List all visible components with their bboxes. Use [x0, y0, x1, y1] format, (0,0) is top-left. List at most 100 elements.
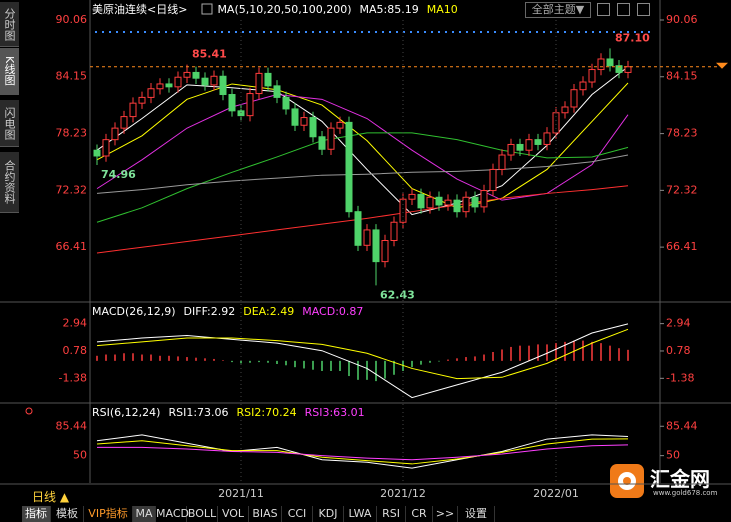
- toolbar-tab[interactable]: 指标: [22, 506, 51, 522]
- theme-button[interactable]: 全部主题▼: [525, 2, 591, 18]
- candle-body: [480, 190, 488, 208]
- candle-body: [201, 77, 209, 86]
- candle-body: [210, 75, 218, 86]
- toolbar-tab[interactable]: 设置: [458, 506, 495, 522]
- candle-body: [507, 143, 515, 156]
- candle-body: [390, 221, 398, 241]
- logo-icon: [610, 464, 644, 498]
- toolbar-tab[interactable]: CCI: [282, 506, 313, 522]
- candle-body: [624, 66, 632, 73]
- y-tick-label: 84.15: [666, 70, 698, 83]
- candle-body: [606, 58, 614, 67]
- toolbar-tab[interactable]: KDJ: [313, 506, 344, 522]
- indicator-line: [96, 66, 629, 216]
- tab-flash[interactable]: 闪电图: [0, 100, 19, 147]
- toolbar-tab[interactable]: >>: [433, 506, 458, 522]
- y-tick-label: 50: [666, 449, 680, 462]
- price-annotation: 85.41: [192, 48, 227, 61]
- logo-url: www.gold678.com: [653, 489, 718, 497]
- y-tick-label: 66.41: [56, 240, 88, 253]
- candle-body: [498, 154, 506, 170]
- x-tick-label: 2022/01: [533, 487, 579, 500]
- candle-body: [552, 112, 560, 134]
- toolbar-tab[interactable]: 模板: [51, 506, 84, 522]
- indicator-line: [96, 154, 629, 194]
- candle-body: [534, 139, 542, 145]
- toolbar-tab[interactable]: CR: [406, 506, 433, 522]
- legend-entry: MA5:85.19: [360, 3, 419, 16]
- toolbar-tab[interactable]: VIP指标: [84, 506, 133, 522]
- indicator-line: [97, 444, 629, 461]
- toolbar-tab[interactable]: BIAS: [249, 506, 282, 522]
- legend-entry: RSI1:73.06: [168, 406, 228, 419]
- candle-body: [120, 116, 128, 129]
- legend-entry: MA10: [427, 3, 458, 16]
- price-annotation: 74.96: [101, 168, 136, 181]
- candle-body: [183, 71, 191, 78]
- y-tick-label: 90.06: [666, 13, 698, 26]
- icon[interactable]: [597, 3, 610, 16]
- chart: 美原油连续<日线> MA(5,10,20,50,100,200) MA5:85.19…: [0, 0, 731, 500]
- candle-body: [399, 198, 407, 223]
- y-tick-label: 85.44: [56, 419, 88, 432]
- legend-entry: DEA:2.49: [243, 305, 294, 318]
- tab-contract[interactable]: 合约资料: [0, 152, 19, 213]
- candle-body: [570, 89, 578, 108]
- y-tick-label: 66.41: [666, 240, 698, 253]
- chart-title: 美原油连续<日线>: [92, 2, 187, 16]
- toolbar-tab[interactable]: MA: [133, 506, 156, 522]
- candle-body: [345, 121, 353, 213]
- candle-body: [408, 193, 416, 200]
- y-tick-label: 78.23: [56, 127, 88, 140]
- candle-body: [111, 127, 119, 141]
- icon[interactable]: [637, 3, 650, 16]
- panel-icon: [25, 407, 33, 415]
- y-tick-label: -1.38: [59, 371, 87, 384]
- legend-entry: DIFF:2.92: [184, 305, 236, 318]
- candle-body: [327, 127, 335, 150]
- candle-body: [93, 149, 101, 157]
- candle-body: [273, 85, 281, 98]
- legend-entry: MACD:0.87: [302, 305, 363, 318]
- toolbar-tab[interactable]: LWA: [344, 506, 377, 522]
- indicator-line: [96, 132, 629, 223]
- candle-body: [237, 110, 245, 117]
- ma-icon: [201, 3, 213, 15]
- toolbar-tab[interactable]: MACD: [156, 506, 189, 522]
- candle-body: [381, 239, 389, 263]
- candle-body: [129, 102, 137, 118]
- y-tick-label: 72.32: [56, 183, 88, 196]
- y-tick-label: 85.44: [666, 419, 698, 432]
- toolbar-tab[interactable]: RSI: [377, 506, 406, 522]
- toolbar-tab[interactable]: BOLL: [187, 506, 218, 522]
- indicator-line: [96, 82, 629, 209]
- candle-body: [363, 229, 371, 246]
- legend-entry: RSI2:70.24: [237, 406, 297, 419]
- y-tick-label: 2.94: [63, 317, 88, 330]
- indicator-line: [96, 438, 629, 465]
- y-tick-label: 84.15: [56, 70, 88, 83]
- candle-body: [174, 76, 182, 88]
- candle-body: [426, 196, 434, 209]
- y-tick-label: 72.32: [666, 183, 698, 196]
- y-tick-label: 50: [73, 449, 87, 462]
- x-tick-label: 2021/11: [218, 487, 264, 500]
- toolbar-tab[interactable]: VOL: [218, 506, 249, 522]
- y-tick-label: 2.94: [666, 317, 691, 330]
- candle-body: [300, 117, 308, 126]
- period-button[interactable]: 日线 ▲: [32, 490, 70, 504]
- candle-body: [318, 136, 326, 150]
- candle-body: [336, 121, 344, 129]
- candle-body: [282, 96, 290, 110]
- candle-body: [489, 168, 497, 192]
- y-tick-label: 90.06: [56, 13, 88, 26]
- candle-body: [588, 69, 596, 83]
- candle-body: [372, 229, 380, 263]
- tab-kline[interactable]: K线图: [0, 48, 19, 95]
- candle-body: [147, 88, 155, 98]
- tab-timeshare[interactable]: 分时图: [0, 2, 19, 47]
- icon[interactable]: [617, 3, 630, 16]
- y-tick-label: 78.23: [666, 127, 698, 140]
- legend-entry: RSI(6,12,24): [92, 406, 160, 419]
